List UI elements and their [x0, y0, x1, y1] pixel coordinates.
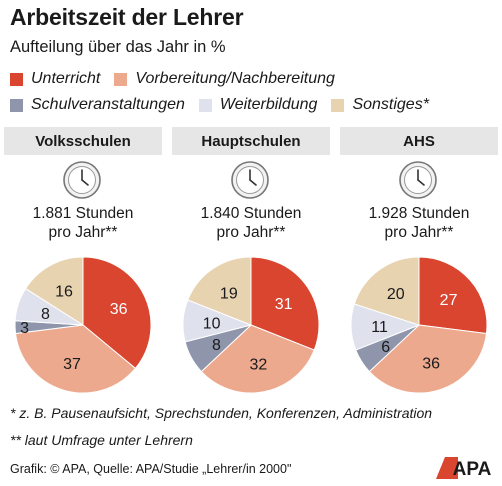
legend-item-sonstiges: Sonstiges* — [331, 96, 429, 114]
panel-hauptschulen: Hauptschulen 1.840 Stunden pro Jahr** 31… — [172, 127, 330, 395]
pie-label-sonstiges: 16 — [55, 283, 73, 300]
clock-icon — [63, 161, 101, 199]
pie-slice-unterricht — [250, 256, 320, 351]
pie-slice-vorbereitung — [200, 324, 315, 394]
pie-label-vorbereitung: 37 — [63, 356, 81, 373]
pie-label-unterricht: 36 — [110, 301, 128, 318]
legend-swatch — [114, 72, 128, 86]
pie-slice-unterricht — [82, 256, 152, 370]
apa-logo: APA — [436, 457, 492, 479]
hours-label: 1.928 Stunden pro Jahr** — [340, 204, 498, 242]
pie-slice-vorbereitung — [368, 324, 488, 394]
footnote-1: * z. B. Pausenaufsicht, Sprechstunden, K… — [10, 405, 433, 421]
legend-item-vorbereitung: Vorbereitung/Nachbereitung — [114, 70, 335, 88]
hours-line1: 1.928 Stunden — [368, 205, 470, 222]
pie-label-sonstiges: 20 — [387, 286, 405, 303]
panel-title: Volksschulen — [4, 127, 162, 155]
pie-chart-volksschulen: 36 37 38 16 — [14, 256, 152, 394]
logo-text: APA — [453, 459, 492, 479]
pie-slice-sonstiges — [24, 256, 84, 326]
clock-icon — [399, 161, 437, 199]
legend-row-2: Schulveranstaltungen Weiterbildung Sonst… — [10, 92, 500, 118]
hours-line2: pro Jahr** — [384, 224, 454, 241]
pie-label-vorbereitung: 32 — [249, 357, 267, 374]
pie-slice-sonstiges — [187, 256, 252, 326]
hours-label: 1.840 Stunden pro Jahr** — [172, 204, 330, 242]
pie-slice-unterricht — [418, 256, 488, 335]
pie-label-weiterbildung: 8 — [41, 306, 50, 323]
legend: Unterricht Vorbereitung/Nachbereitung Sc… — [10, 66, 500, 118]
panel-ahs: AHS 1.928 Stunden pro Jahr** 27 36 6 11 20 — [340, 127, 498, 395]
hours-line1: 1.881 Stunden — [32, 205, 134, 222]
hours-line2: pro Jahr** — [48, 224, 118, 241]
pie-chart-ahs: 27 36 6 11 20 — [350, 256, 488, 394]
legend-swatch — [10, 72, 23, 86]
pie-slice-vorbereitung — [14, 324, 137, 394]
chart-subtitle: Aufteilung über das Jahr in % — [10, 38, 226, 56]
panel-title: AHS — [340, 127, 498, 155]
legend-swatch — [10, 98, 23, 112]
legend-swatch — [198, 98, 212, 112]
legend-label: Weiterbildung — [219, 96, 318, 113]
legend-label: Unterricht — [31, 70, 101, 87]
legend-item-schulveranstaltungen: Schulveranstaltungen — [10, 96, 185, 114]
source-credit: Grafik: © APA, Quelle: APA/Studie „Lehre… — [10, 462, 292, 476]
hours-label: 1.881 Stunden pro Jahr** — [4, 204, 162, 242]
footnote-2: ** laut Umfrage unter Lehrern — [10, 432, 193, 448]
clock-icon — [231, 161, 269, 199]
panel-title: Hauptschulen — [172, 127, 330, 155]
pie-label-sonstiges: 19 — [220, 285, 238, 302]
legend-item-weiterbildung: Weiterbildung — [198, 96, 318, 114]
pie-label-unterricht: 31 — [275, 296, 293, 313]
legend-item-unterricht: Unterricht — [10, 70, 100, 88]
pie-label-schulveranstaltungen: 6 — [381, 339, 390, 356]
panel-volksschulen: Volksschulen 1.881 Stunden pro Jahr** 36… — [4, 127, 162, 395]
pie-label-vorbereitung: 36 — [422, 356, 440, 373]
pie-chart-hauptschulen: 31 32 8 10 19 — [182, 256, 320, 394]
legend-label: Schulveranstaltungen — [31, 96, 185, 113]
legend-row-1: Unterricht Vorbereitung/Nachbereitung — [10, 66, 500, 92]
pie-slice-sonstiges — [353, 256, 420, 326]
pie-label-unterricht: 27 — [440, 292, 458, 309]
legend-label: Vorbereitung/Nachbereitung — [135, 70, 335, 87]
pie-label-weiterbildung: 11 — [371, 319, 388, 336]
pie-label-schulveranstaltungen: 3 — [20, 320, 29, 337]
chart-title: Arbeitszeit der Lehrer — [10, 4, 244, 30]
pie-label-schulveranstaltungen: 8 — [212, 337, 221, 354]
pie-label-weiterbildung: 10 — [203, 316, 221, 333]
hours-line2: pro Jahr** — [216, 224, 286, 241]
hours-line1: 1.840 Stunden — [200, 205, 302, 222]
legend-swatch — [331, 98, 345, 112]
legend-label: Sonstiges* — [352, 96, 429, 113]
